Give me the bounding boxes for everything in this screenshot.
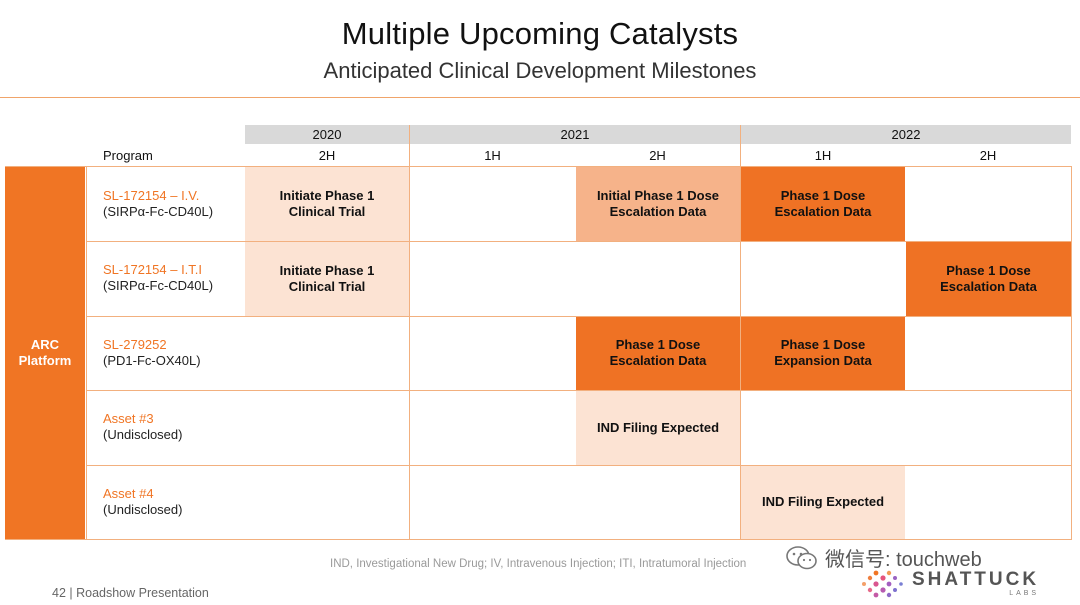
grid-col-line xyxy=(740,166,741,540)
milestone-r3-dose-expansion: Phase 1 Dose Expansion Data xyxy=(741,316,905,390)
wechat-icon xyxy=(785,545,819,571)
grid-col-line xyxy=(409,166,410,540)
program-subtitle: (SIRPα-Fc-CD40L) xyxy=(103,278,214,293)
header-col-line xyxy=(409,125,410,166)
milestone-r5-ind-filing: IND Filing Expected xyxy=(741,465,905,539)
program-subtitle: (Undisclosed) xyxy=(103,502,183,517)
milestone-r2-dose-escalation: Phase 1 Dose Escalation Data xyxy=(906,241,1071,316)
grid-col-line xyxy=(86,166,87,540)
milestone-r3-dose-escalation: Phase 1 Dose Escalation Data xyxy=(576,316,740,390)
program-row-2: SL-172154 – I.T.I (SIRPα-Fc-CD40L) xyxy=(103,262,213,294)
logo-wordmark: SHATTUCK xyxy=(912,569,1040,590)
title-divider xyxy=(0,97,1080,98)
half-2021-1h: 1H xyxy=(484,148,501,163)
program-column-header: Program xyxy=(103,148,153,163)
milestone-r1-initiate-phase1: Initiate Phase 1 Clinical Trial xyxy=(245,167,409,241)
header-col-line xyxy=(740,125,741,166)
slide-title: Multiple Upcoming Catalysts xyxy=(341,16,739,51)
half-2022-2h: 2H xyxy=(979,148,997,163)
abbreviations-footnote: IND, Investigational New Drug; IV, Intra… xyxy=(330,558,747,570)
platform-line-1: ARC xyxy=(30,336,60,352)
grid-row-line xyxy=(86,316,1071,317)
platform-line-2: Platform xyxy=(18,352,72,368)
program-name: SL-172154 – I.V. xyxy=(103,188,200,203)
milestone-r1-initial-dose-escalation: Initial Phase 1 Dose Escalation Data xyxy=(576,167,740,241)
program-row-3: SL-279252 (PD1-Fc-OX40L) xyxy=(103,337,201,369)
grid-row-line xyxy=(5,539,1071,540)
program-subtitle: (PD1-Fc-OX40L) xyxy=(103,353,201,368)
page-footer: 42 | Roadshow Presentation xyxy=(52,586,209,600)
grid-row-line xyxy=(86,390,1071,391)
program-name: SL-172154 – I.T.I xyxy=(103,262,203,277)
program-row-4: Asset #3 (Undisclosed) xyxy=(103,411,182,443)
half-2022-1h: 1H xyxy=(814,148,832,163)
milestone-r1-dose-escalation: Phase 1 Dose Escalation Data xyxy=(741,167,905,241)
program-name: SL-279252 xyxy=(103,337,167,352)
grid-col-line xyxy=(1071,166,1072,540)
watermark-text: 微信号: touchweb xyxy=(825,549,982,571)
program-subtitle: (Undisclosed) xyxy=(103,427,183,442)
grid-row-line xyxy=(5,166,1071,167)
year-2020: 2020 xyxy=(245,125,409,144)
grid-row-line xyxy=(86,465,1071,466)
grid-row-line xyxy=(86,241,1071,242)
milestone-r2-initiate-phase1: Initiate Phase 1 Clinical Trial xyxy=(245,241,409,316)
slide-subtitle: Anticipated Clinical Development Milesto… xyxy=(323,58,757,83)
shattuck-logo: SHATTUCK LABS xyxy=(858,567,1039,601)
logo-dots-icon xyxy=(862,570,903,598)
program-row-5: Asset #4 (Undisclosed) xyxy=(103,486,182,518)
half-2020-2h: 2H xyxy=(318,148,336,163)
logo-subtext: LABS xyxy=(1009,590,1040,597)
arc-platform-label: ARC Platform xyxy=(5,166,85,539)
program-name: Asset #4 xyxy=(103,486,154,501)
program-name: Asset #3 xyxy=(103,411,154,426)
program-subtitle: (SIRPα-Fc-CD40L) xyxy=(103,204,214,219)
year-2021: 2021 xyxy=(410,125,740,144)
year-2022: 2022 xyxy=(741,125,1071,144)
wechat-watermark: 微信号: touchweb xyxy=(785,543,982,572)
program-row-1: SL-172154 – I.V. (SIRPα-Fc-CD40L) xyxy=(103,188,213,220)
half-2021-2h: 2H xyxy=(649,148,666,163)
milestone-r4-ind-filing: IND Filing Expected xyxy=(576,390,740,465)
